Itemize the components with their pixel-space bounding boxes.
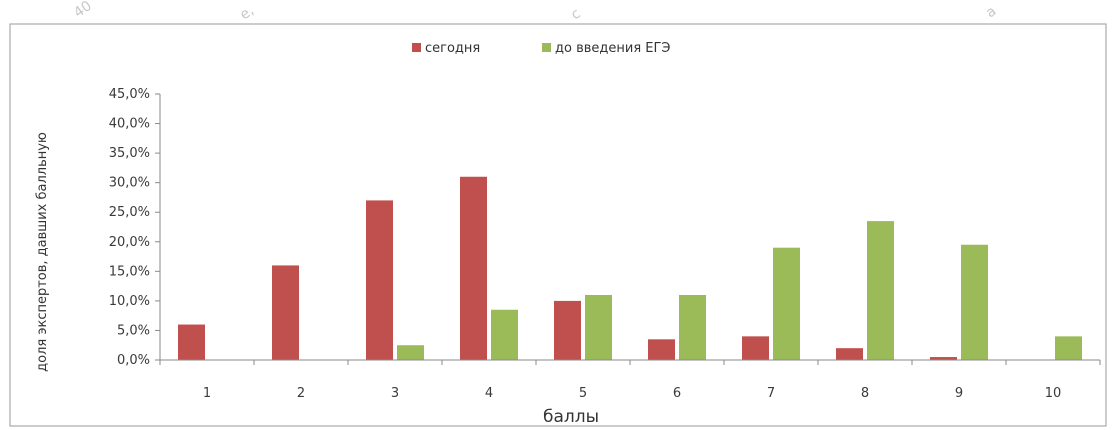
x-axis-title: баллы (543, 407, 599, 427)
chart-frame (9, 23, 1107, 427)
bar-segodnya-3 (366, 200, 393, 360)
y-tick-label: 5,0% (117, 323, 150, 338)
x-tick-label: 2 (297, 386, 305, 401)
x-tick-label: 6 (673, 386, 681, 401)
y-tick-label: 15,0% (109, 264, 150, 279)
x-tick-label: 8 (861, 386, 869, 401)
bar-do-vvedeniya-ege-7 (773, 247, 800, 360)
bar-do-vvedeniya-ege-6 (679, 294, 706, 360)
chart-legend: сегодня до введения ЕГЭ (412, 41, 671, 56)
y-tick-label: 20,0% (109, 235, 150, 250)
bar-segodnya-2 (272, 265, 299, 360)
legend-label-do-vvedeniya-ege: до введения ЕГЭ (555, 41, 671, 56)
y-axis-ticks: 0,0% 5,0% 10,0% 15,0% 20,0% 25,0% 30,0% 35,0% 40… (109, 87, 160, 368)
x-tick-label: 4 (485, 386, 493, 401)
svg-text:c: c (568, 6, 583, 24)
y-tick-label: 40,0% (109, 117, 150, 132)
svg-text:a: a (983, 3, 999, 21)
x-tick-label: 3 (391, 386, 399, 401)
bar-segodnya-6 (648, 339, 675, 360)
y-tick-label: 35,0% (109, 146, 150, 161)
bar-do-vvedeniya-ege-8 (867, 221, 894, 360)
x-tick-label: 7 (767, 386, 775, 401)
x-tick-label: 5 (579, 386, 587, 401)
bar-do-vvedeniya-ege-10 (1055, 336, 1082, 360)
bar-segodnya-9 (930, 357, 957, 360)
bar-segodnya-4 (460, 176, 487, 360)
legend-swatch-do-vvedeniya-ege (542, 43, 551, 52)
bars (178, 176, 1082, 360)
svg-text:e,: e, (237, 3, 257, 24)
bar-do-vvedeniya-ege-5 (585, 294, 612, 360)
y-tick-label: 45,0% (109, 87, 150, 102)
y-tick-label: 0,0% (117, 353, 150, 368)
x-tick-label: 1 (203, 386, 211, 401)
bar-do-vvedeniya-ege-3 (397, 345, 424, 360)
bar-do-vvedeniya-ege-4 (491, 309, 518, 360)
y-tick-label: 10,0% (109, 294, 150, 309)
bar-segodnya-7 (742, 336, 769, 360)
y-axis-title: доля экспертов, давших балльную (35, 132, 50, 372)
legend-swatch-segodnya (412, 43, 421, 52)
svg-text:40: 40 (71, 0, 95, 21)
y-tick-label: 25,0% (109, 205, 150, 220)
x-tick-label: 9 (955, 386, 963, 401)
bar-segodnya-1 (178, 324, 205, 360)
x-axis-ticks: 1 2 3 4 5 6 7 8 9 10 (159, 360, 1101, 401)
bar-do-vvedeniya-ege-9 (961, 244, 988, 360)
y-tick-label: 30,0% (109, 176, 150, 191)
x-tick-label: 10 (1045, 386, 1062, 401)
watermark: 40 e, c a (71, 0, 999, 23)
legend-label-segodnya: сегодня (425, 41, 480, 56)
bar-segodnya-8 (836, 348, 863, 360)
bar-segodnya-5 (554, 300, 581, 360)
